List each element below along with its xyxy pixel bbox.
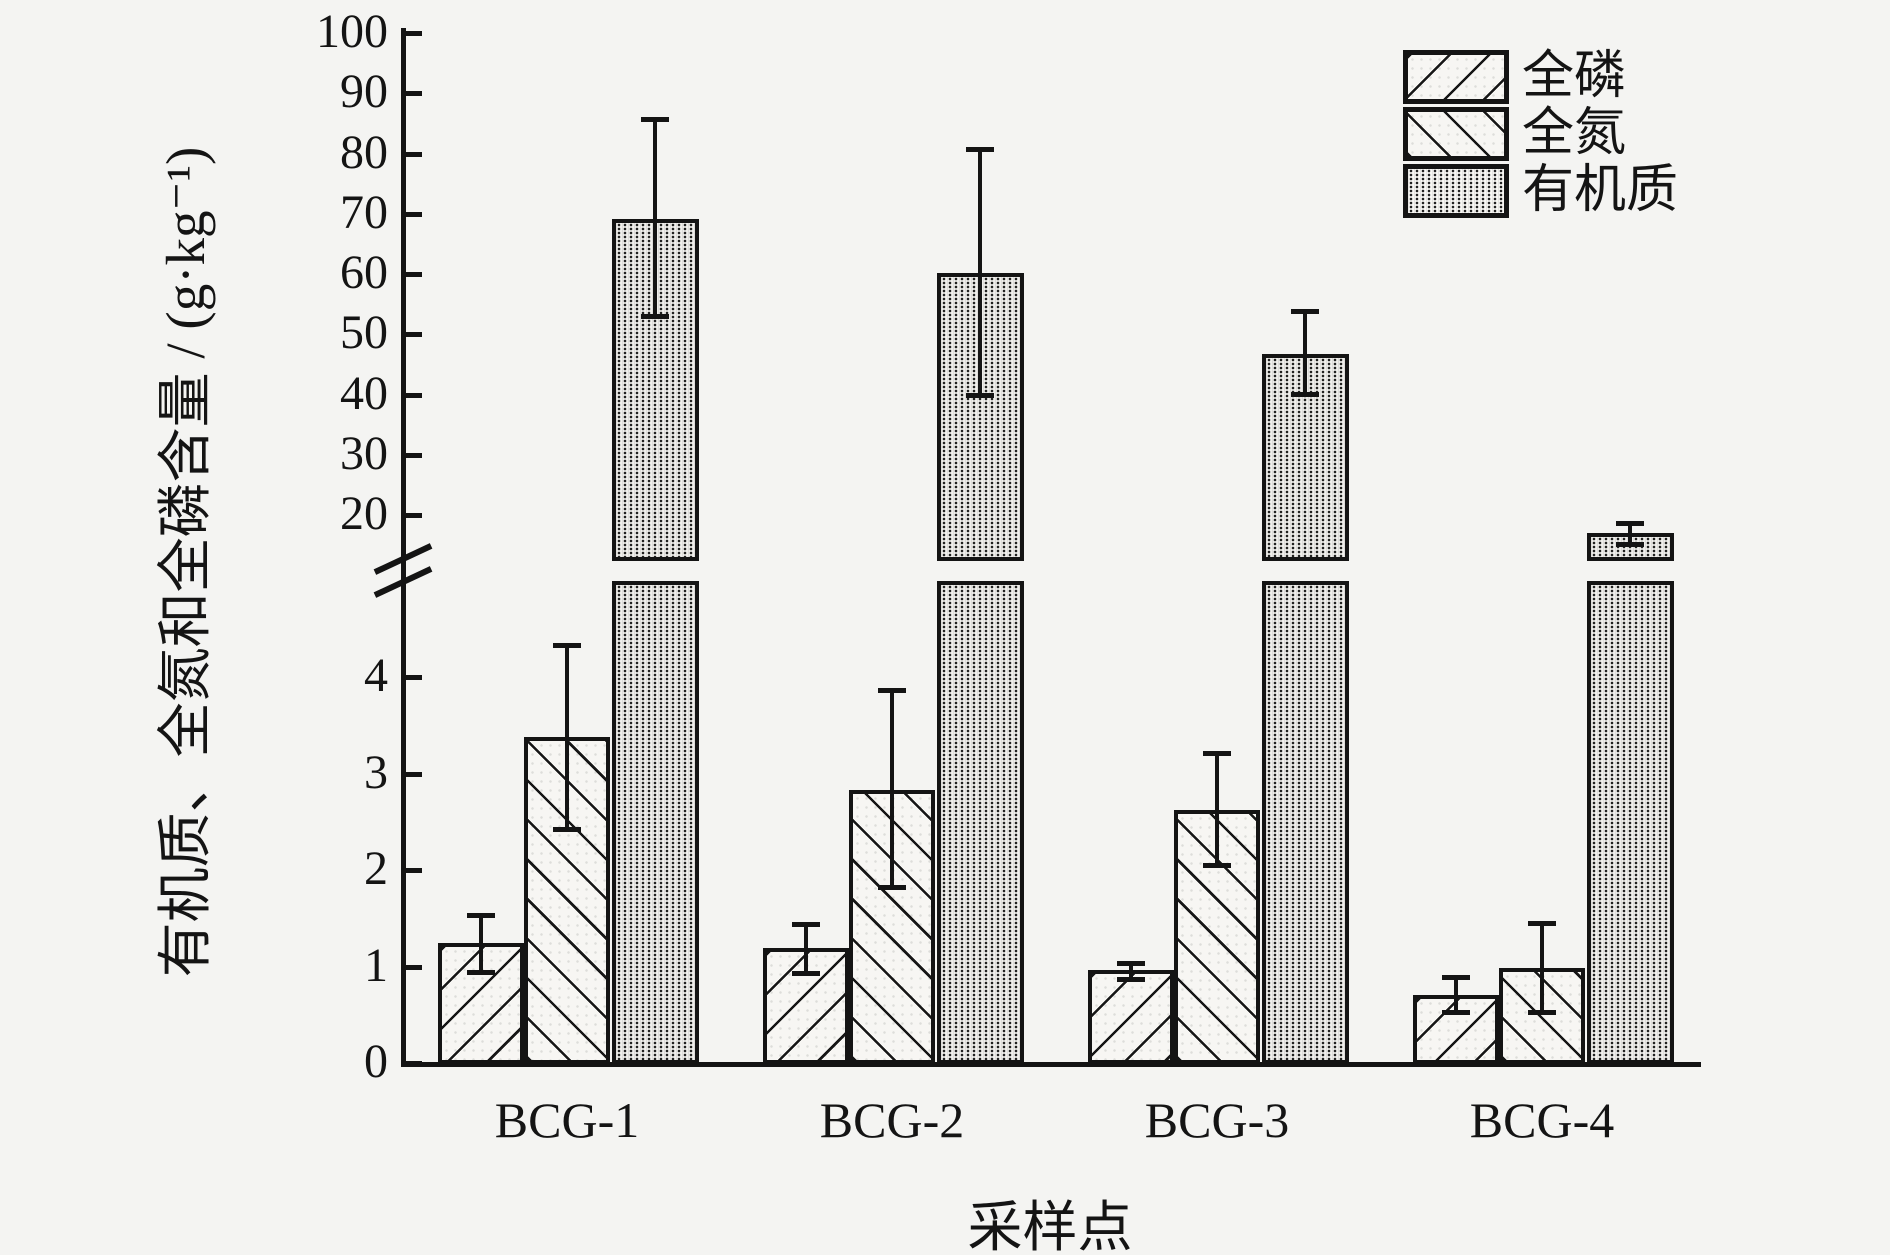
x-axis-title: 采样点	[967, 1197, 1133, 1255]
y-axis-tick	[405, 211, 422, 217]
error-bar-stem	[1628, 522, 1632, 546]
x-category-label: BCG-2	[819, 1092, 965, 1148]
y-axis-tick	[405, 452, 422, 458]
y-axis-tick	[405, 771, 422, 777]
x-category-label: BCG-3	[1144, 1092, 1290, 1148]
y-tick-label: 4	[364, 649, 388, 702]
bar-diagonal-up-hatch	[1088, 970, 1174, 1064]
bar-dotted-gray-upper	[937, 272, 1024, 561]
legend-label-total-phosphorus: 全磷	[1522, 48, 1627, 105]
legend-label-total-nitrogen: 全氮	[1522, 105, 1627, 162]
error-bar-cap-top	[1291, 309, 1319, 315]
bar-dotted-gray-lower	[1587, 581, 1674, 1064]
y-tick-label: 20	[340, 487, 388, 540]
y-tick-label: 70	[340, 185, 388, 239]
error-bar-cap-bottom	[553, 827, 581, 833]
error-bar-cap-bottom	[1442, 1009, 1470, 1015]
error-bar-stem	[1540, 923, 1544, 1013]
error-bar-cap-top	[792, 922, 820, 928]
y-tick-label: 100	[316, 5, 388, 58]
error-bar-cap-bottom	[792, 971, 820, 977]
bar-dotted-gray-lower	[612, 581, 699, 1064]
error-bar-stem	[653, 119, 657, 318]
y-tick-label: 0	[364, 1035, 388, 1088]
y-axis-tick	[405, 332, 422, 338]
bar-diagonal-down-hatch	[1499, 968, 1585, 1064]
y-tick-label: 50	[340, 306, 388, 360]
y-axis-spine	[401, 28, 406, 1067]
error-bar-cap-top	[641, 117, 669, 123]
y-tick-label: 40	[340, 366, 388, 420]
legend-label-organic-matter: 有机质	[1522, 162, 1679, 219]
legend-swatch-organic-matter	[1403, 164, 1509, 218]
error-bar-stem	[565, 645, 569, 831]
error-bar-cap-top	[467, 913, 495, 919]
error-bar-cap-top	[1616, 520, 1644, 526]
error-bar-cap-bottom	[1117, 977, 1145, 982]
y-tick-label: 2	[364, 842, 388, 895]
bar-dotted-gray-lower	[1262, 581, 1349, 1064]
legend-item-total-phosphorus: 全磷	[1403, 50, 1678, 104]
y-tick-label: 80	[340, 125, 388, 179]
error-bar-cap-top	[1528, 921, 1556, 927]
error-bar-stem	[479, 915, 483, 974]
y-tick-label: 3	[364, 745, 388, 799]
x-category-label: BCG-1	[494, 1092, 640, 1148]
y-axis-tick	[405, 868, 422, 873]
bar-diagonal-up-hatch	[438, 943, 524, 1064]
y-axis-tick	[405, 964, 422, 970]
error-bar-stem	[804, 924, 808, 975]
y-axis-tick	[405, 151, 422, 157]
legend: 全磷 全氮 有机质	[1403, 50, 1678, 221]
error-bar-cap-bottom	[966, 393, 994, 399]
y-tick-label: 1	[364, 938, 388, 992]
y-axis-tick	[405, 272, 422, 277]
error-bar-cap-bottom	[467, 970, 495, 976]
y-axis-title: 有机质、全氮和全磷含量 / (g·kg⁻¹)	[155, 146, 216, 978]
y-axis-tick	[405, 91, 422, 97]
error-bar-cap-top	[553, 643, 581, 649]
error-bar-cap-bottom	[1291, 391, 1319, 397]
y-tick-label: 30	[340, 426, 388, 480]
error-bar-cap-bottom	[1528, 1009, 1556, 1015]
y-tick-label: 90	[340, 65, 388, 119]
error-bar-cap-bottom	[1203, 863, 1231, 869]
x-category-label: BCG-4	[1469, 1092, 1615, 1148]
bar-dotted-gray-lower	[937, 581, 1024, 1064]
error-bar-cap-top	[1203, 751, 1231, 757]
error-bar-cap-top	[1442, 975, 1470, 981]
y-axis-tick	[405, 31, 422, 36]
bar-diagonal-down-hatch	[849, 789, 935, 1064]
x-axis-baseline	[401, 1062, 1701, 1067]
error-bar-cap-bottom	[641, 314, 669, 320]
y-axis-tick	[405, 1061, 422, 1066]
y-tick-label: 60	[340, 246, 388, 299]
y-axis-tick	[405, 675, 422, 680]
error-bar-stem	[1215, 753, 1219, 867]
y-axis-tick	[405, 513, 422, 518]
error-bar-stem	[978, 148, 982, 397]
legend-item-organic-matter: 有机质	[1403, 164, 1678, 218]
error-bar-cap-bottom	[1616, 542, 1644, 548]
error-bar-stem	[1454, 977, 1458, 1013]
error-bar-cap-top	[1117, 960, 1145, 966]
error-bar-stem	[1303, 311, 1307, 395]
bar-diagonal-down-hatch	[524, 736, 610, 1064]
error-bar-cap-top	[966, 146, 994, 152]
error-bar-cap-top	[878, 687, 906, 693]
error-bar-stem	[890, 689, 894, 889]
error-bar-stem	[1129, 962, 1133, 980]
legend-item-total-nitrogen: 全氮	[1403, 107, 1678, 161]
legend-swatch-total-nitrogen	[1403, 107, 1509, 161]
error-bar-cap-bottom	[878, 885, 906, 891]
legend-swatch-total-phosphorus	[1403, 50, 1509, 104]
y-axis-tick	[405, 392, 422, 398]
